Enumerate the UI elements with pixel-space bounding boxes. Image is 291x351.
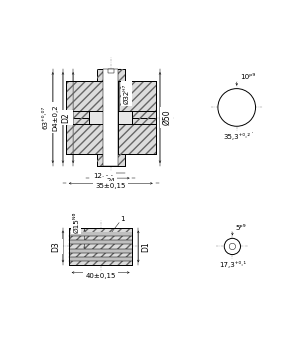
Bar bbox=[69, 240, 132, 244]
Circle shape bbox=[218, 88, 255, 126]
Bar bbox=[103, 69, 118, 166]
Bar bbox=[69, 228, 132, 265]
Bar bbox=[97, 69, 125, 81]
Text: 1: 1 bbox=[120, 216, 125, 222]
Bar bbox=[66, 81, 156, 118]
Text: D2: D2 bbox=[61, 112, 70, 123]
Circle shape bbox=[229, 243, 236, 250]
Bar bbox=[97, 154, 125, 166]
Bar bbox=[69, 257, 132, 261]
Text: Ø32ᴴ⁷: Ø32ᴴ⁷ bbox=[123, 83, 129, 104]
Bar bbox=[97, 154, 125, 166]
Text: 17,3⁺⁰˒¹: 17,3⁺⁰˒¹ bbox=[219, 261, 246, 268]
Bar bbox=[108, 69, 113, 73]
Text: 40±0,15: 40±0,15 bbox=[86, 273, 116, 279]
Bar bbox=[69, 232, 132, 236]
Bar bbox=[69, 249, 132, 253]
Text: 35±0,15: 35±0,15 bbox=[95, 183, 126, 189]
Text: 63⁺⁰˒⁰⁷: 63⁺⁰˒⁰⁷ bbox=[42, 106, 49, 129]
Text: D3: D3 bbox=[51, 241, 60, 252]
Bar bbox=[69, 228, 132, 265]
Text: D1: D1 bbox=[141, 241, 150, 252]
Bar bbox=[89, 111, 132, 124]
Text: 12₋₀,₁: 12₋₀,₁ bbox=[94, 173, 114, 179]
Text: 24: 24 bbox=[107, 178, 115, 184]
Bar bbox=[66, 118, 156, 154]
Bar bbox=[66, 81, 156, 118]
Circle shape bbox=[224, 238, 240, 254]
Bar bbox=[97, 69, 125, 81]
Bar bbox=[69, 228, 132, 265]
Bar bbox=[66, 118, 156, 154]
Text: Ø15ᴺ⁶: Ø15ᴺ⁶ bbox=[73, 211, 79, 232]
Text: 5ᵖ⁹: 5ᵖ⁹ bbox=[235, 225, 246, 231]
Text: 10ᵖ⁹: 10ᵖ⁹ bbox=[240, 74, 255, 80]
Text: 35,3⁺⁰˒²: 35,3⁺⁰˒² bbox=[223, 133, 250, 140]
Text: D4±0,2: D4±0,2 bbox=[53, 104, 59, 131]
Text: Ø50: Ø50 bbox=[162, 110, 171, 125]
